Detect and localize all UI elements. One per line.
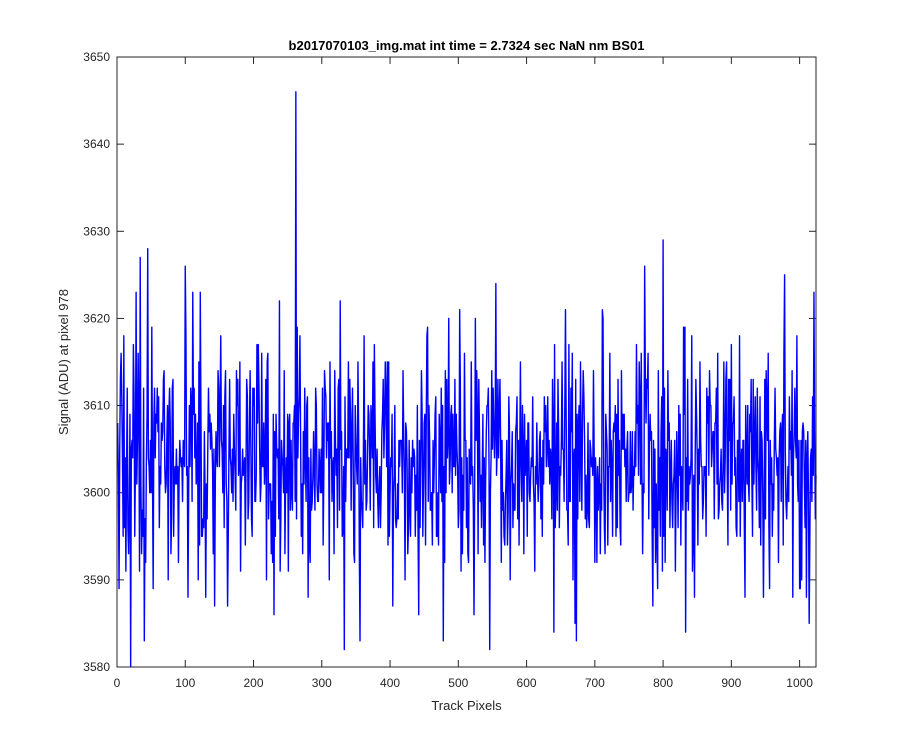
x-tick-label: 1000 bbox=[786, 676, 813, 690]
y-tick-label: 3640 bbox=[83, 137, 110, 151]
y-axis-ticks: 3580 3590 3600 3610 3620 3630 3640 3650 bbox=[83, 50, 816, 674]
y-tick-label: 3650 bbox=[83, 50, 110, 64]
y-tick-label: 3620 bbox=[83, 311, 110, 325]
x-tick-label: 500 bbox=[448, 676, 468, 690]
y-tick-label: 3580 bbox=[83, 660, 110, 674]
chart-title: b2017070103_img.mat int time = 2.7324 se… bbox=[289, 38, 645, 53]
plot-area bbox=[117, 57, 816, 667]
x-tick-label: 200 bbox=[244, 676, 264, 690]
x-tick-label: 600 bbox=[517, 676, 537, 690]
y-tick-label: 3610 bbox=[83, 399, 110, 413]
signal-series-line bbox=[116, 91, 817, 668]
y-tick-label: 3590 bbox=[83, 573, 110, 587]
x-tick-label: 400 bbox=[380, 676, 400, 690]
x-axis-label: Track Pixels bbox=[431, 698, 502, 713]
x-tick-label: 100 bbox=[175, 676, 195, 690]
x-tick-label: 900 bbox=[721, 676, 741, 690]
x-tick-label: 0 bbox=[114, 676, 121, 690]
y-tick-label: 3600 bbox=[83, 486, 110, 500]
x-tick-label: 300 bbox=[312, 676, 332, 690]
x-axis-ticks: 0 100 200 300 400 500 600 700 800 900 1000 bbox=[114, 57, 813, 690]
x-tick-label: 700 bbox=[585, 676, 605, 690]
x-tick-label: 800 bbox=[653, 676, 673, 690]
plot-frame bbox=[116, 56, 817, 668]
y-axis-label: Signal (ADU) at pixel 978 bbox=[56, 289, 71, 435]
y-tick-label: 3630 bbox=[83, 224, 110, 238]
